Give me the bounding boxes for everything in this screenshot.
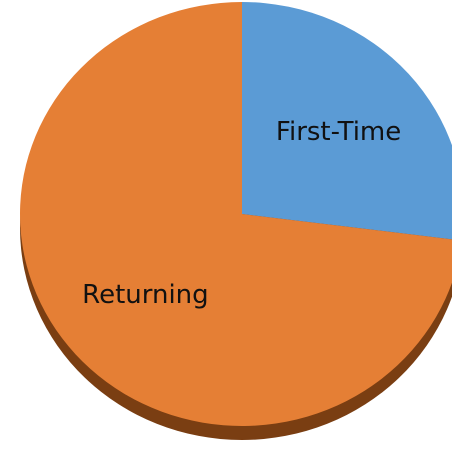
pie-slice — [20, 2, 452, 426]
slice-label: Returning — [82, 280, 208, 310]
pie-slice — [242, 2, 452, 240]
slice-label: First-Time — [276, 117, 401, 147]
